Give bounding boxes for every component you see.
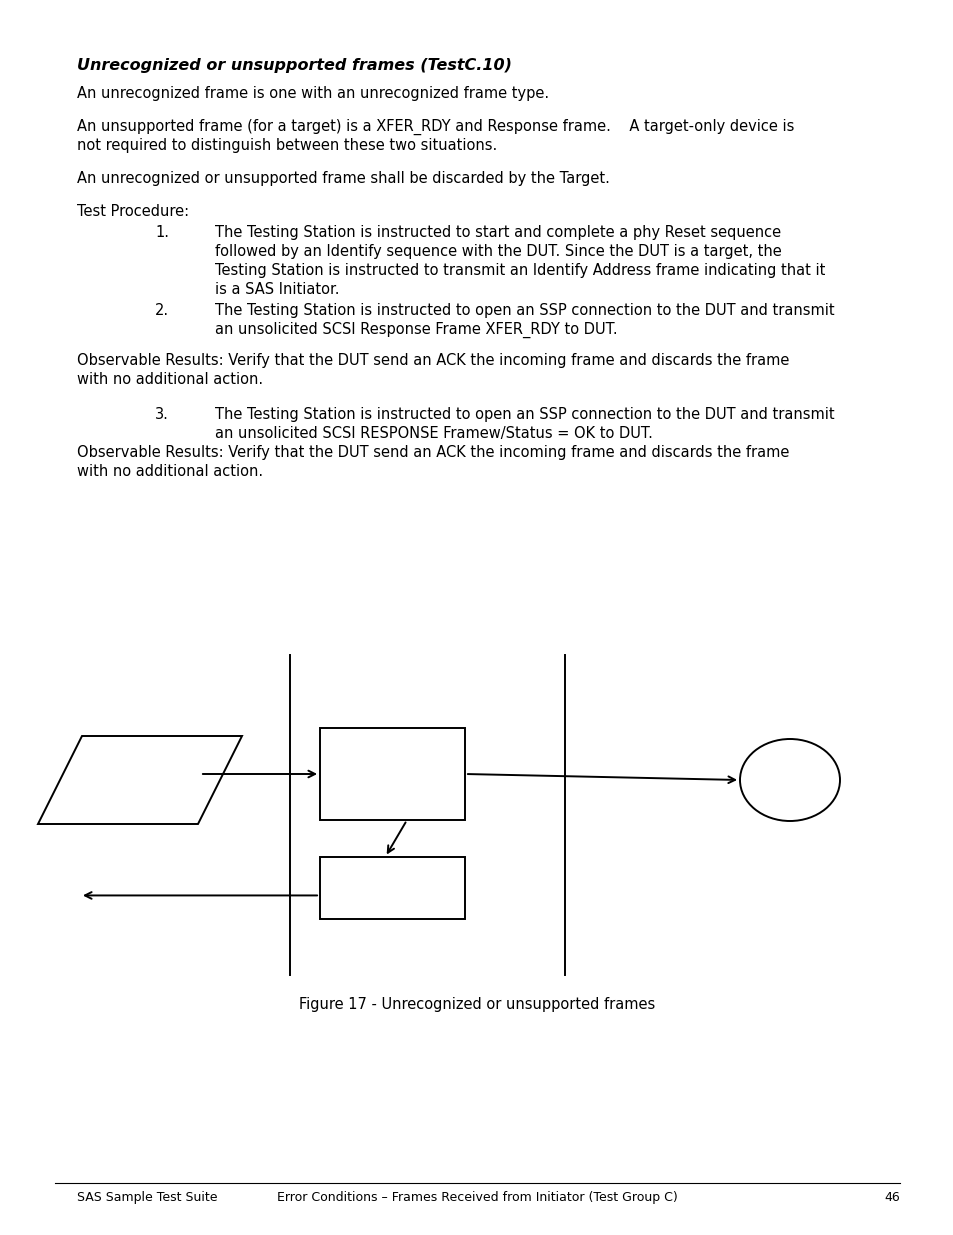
Text: SAS Sample Test Suite: SAS Sample Test Suite <box>77 1191 217 1204</box>
Text: is a SAS Initiator.: is a SAS Initiator. <box>214 282 339 296</box>
Text: The Testing Station is instructed to open an SSP connection to the DUT and trans: The Testing Station is instructed to ope… <box>214 303 834 317</box>
Text: Observable Results: Verify that the DUT send an ACK the incoming frame and disca: Observable Results: Verify that the DUT … <box>77 353 788 368</box>
Text: Error Conditions – Frames Received from Initiator (Test Group C): Error Conditions – Frames Received from … <box>276 1191 677 1204</box>
Text: 46: 46 <box>883 1191 899 1204</box>
Text: an unsolicited SCSI Response Frame XFER_RDY to DUT.: an unsolicited SCSI Response Frame XFER_… <box>214 322 617 338</box>
Text: Testing Station is instructed to transmit an Identify Address frame indicating t: Testing Station is instructed to transmi… <box>214 263 824 278</box>
Text: Figure 17 - Unrecognized or unsupported frames: Figure 17 - Unrecognized or unsupported … <box>298 997 655 1011</box>
Text: An unrecognized frame is one with an unrecognized frame type.: An unrecognized frame is one with an unr… <box>77 86 549 101</box>
Text: followed by an Identify sequence with the DUT. Since the DUT is a target, the: followed by an Identify sequence with th… <box>214 245 781 259</box>
Bar <box>319 727 464 820</box>
Text: The Testing Station is instructed to open an SSP connection to the DUT and trans: The Testing Station is instructed to ope… <box>214 408 834 422</box>
Text: 3.: 3. <box>154 408 169 422</box>
Text: 1.: 1. <box>154 225 169 240</box>
Bar <box>319 857 464 919</box>
Text: with no additional action.: with no additional action. <box>77 372 263 387</box>
Text: An unrecognized or unsupported frame shall be discarded by the Target.: An unrecognized or unsupported frame sha… <box>77 170 609 186</box>
Text: An unsupported frame (for a target) is a XFER_RDY and Response frame.    A targe: An unsupported frame (for a target) is a… <box>77 119 794 135</box>
Text: not required to distinguish between these two situations.: not required to distinguish between thes… <box>77 138 497 153</box>
Text: Observable Results: Verify that the DUT send an ACK the incoming frame and disca: Observable Results: Verify that the DUT … <box>77 445 788 459</box>
Text: an unsolicited SCSI RESPONSE Framew/Status = OK to DUT.: an unsolicited SCSI RESPONSE Framew/Stat… <box>214 426 652 441</box>
Text: The Testing Station is instructed to start and complete a phy Reset sequence: The Testing Station is instructed to sta… <box>214 225 781 240</box>
Text: with no additional action.: with no additional action. <box>77 464 263 479</box>
Text: 2.: 2. <box>154 303 169 317</box>
Text: Unrecognized or unsupported frames (TestC.10): Unrecognized or unsupported frames (Test… <box>77 58 512 73</box>
Text: Test Procedure:: Test Procedure: <box>77 204 189 219</box>
